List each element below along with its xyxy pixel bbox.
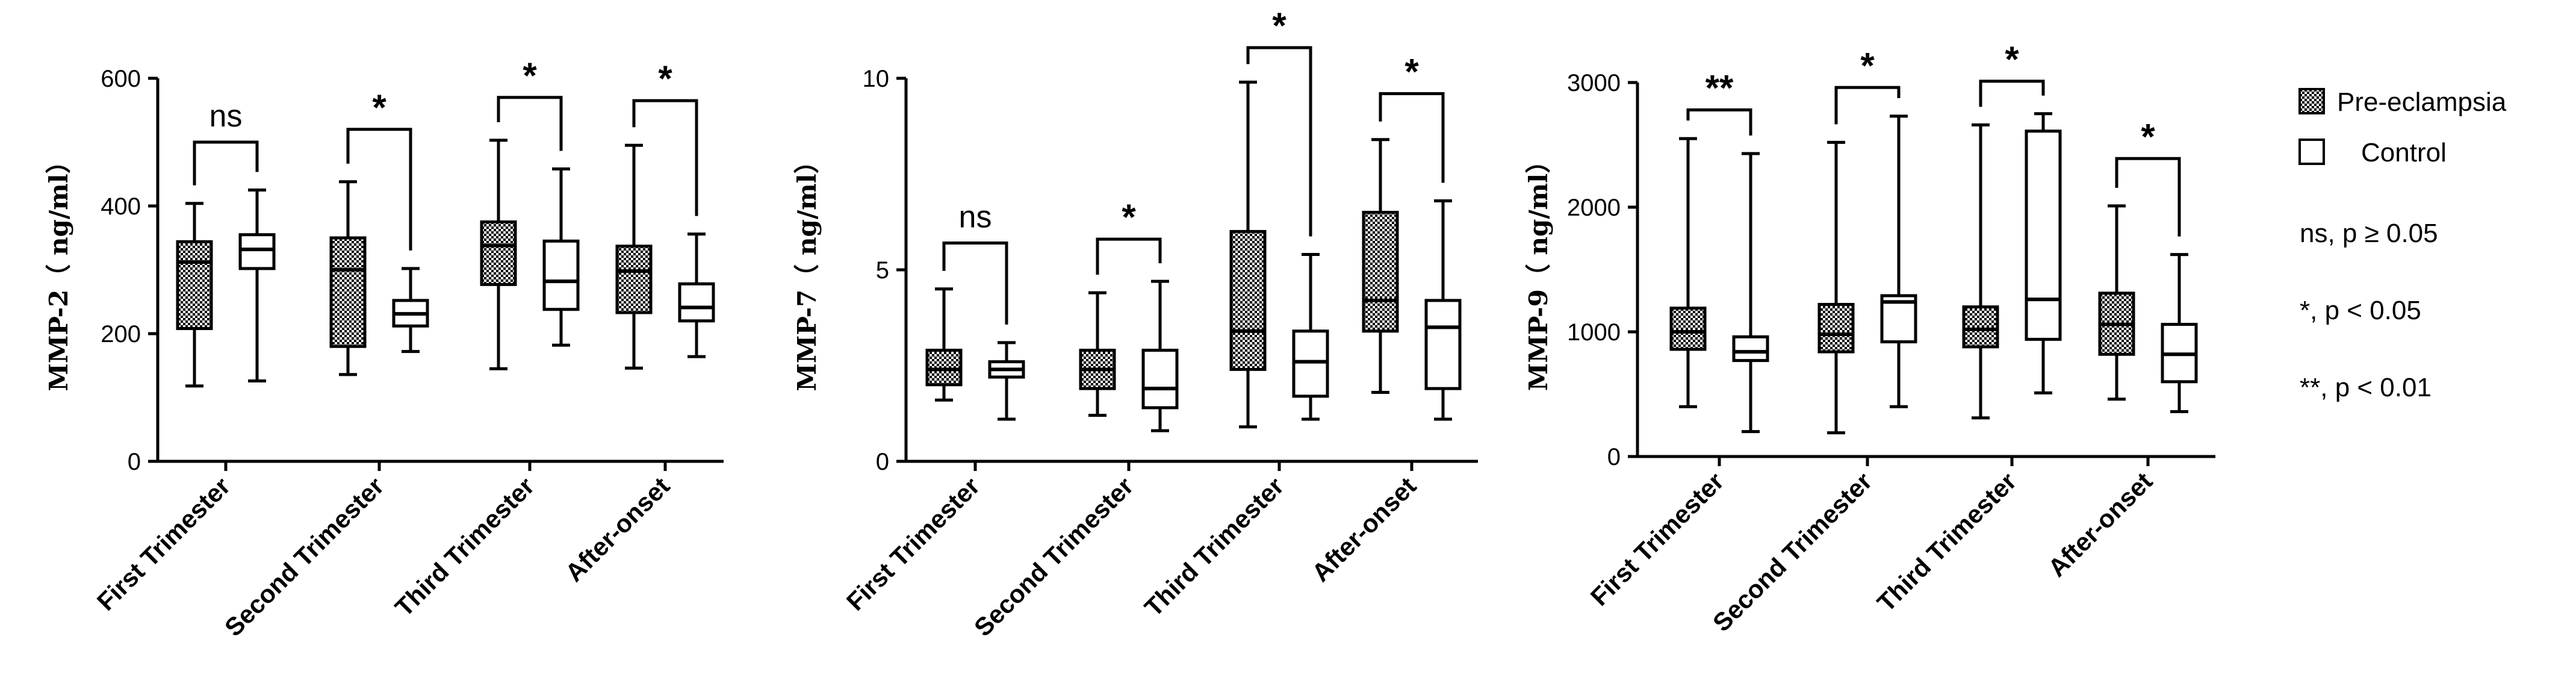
significance-bracket [346,128,412,251]
box-control [2025,129,2062,341]
significance-bracket [1979,79,2045,107]
chart-panel-1: 0 200 400 600 MMP-2（ ng/ml） First Trimester ns… [44,55,724,642]
box-control [1732,335,1769,363]
box-pre-eclampsia [1962,305,1999,349]
significance-label: * [2141,116,2155,157]
y-tick-label: 0 [128,449,141,475]
significance-bracket [497,96,563,151]
significance-bracket [2115,157,2181,237]
chart-panel-2: 0 5 10 MMP-7（ ng/ml） First Trimester ns Second… [792,5,1478,642]
box-pre-eclampsia [480,220,517,286]
y-tick-label: 400 [101,193,141,220]
significance-label: ** [1705,68,1734,108]
box-control [238,233,276,270]
significance-label: * [1860,45,1875,86]
box-pre-eclampsia [615,245,653,314]
x-tick-label: Second Trimester [969,472,1138,641]
significance-bracket [942,241,1008,325]
box-pre-eclampsia [1362,211,1399,333]
significance-bracket [193,140,259,185]
legend: Pre-eclampsia Control ns, p ≥ 0.05 *, p … [2298,87,2507,402]
x-tick-label: Third Trimester [390,472,539,622]
significance-bracket [1686,108,1752,136]
box-control [678,282,715,323]
significance-note-ns: ns, p ≥ 0.05 [2300,219,2438,248]
x-tick-label: Second Trimester [1707,467,1877,637]
significance-label: * [372,87,386,128]
legend-label-pre-eclampsia: Pre-eclampsia [2337,87,2507,117]
significance-label: * [1404,51,1419,92]
chart-panels: 0 200 400 600 MMP-2（ ng/ml） First Trimester ns… [44,5,2215,642]
box-pre-eclampsia [176,240,213,331]
box-pre-eclampsia [329,236,367,348]
significance-bracket [632,99,698,216]
significance-note-single: *, p < 0.05 [2300,296,2421,325]
box-control [1424,299,1462,390]
significance-bracket [1246,46,1312,237]
x-tick-label: Second Trimester [219,472,389,641]
y-tick-label: 0 [876,449,889,475]
significance-note-double: **, p < 0.01 [2300,373,2432,402]
y-tick-label: 0 [1607,444,1621,470]
y-tick-label: 600 [101,66,141,92]
significance-bracket [1379,92,1445,183]
significance-bracket [1834,86,1901,125]
x-tick-label: First Trimester [841,472,985,616]
y-tick-label: 200 [101,321,141,348]
x-tick-label: Third Trimester [1139,472,1289,622]
x-tick-label: First Trimester [92,472,236,616]
x-tick-label: Third Trimester [1872,467,2022,617]
y-tick-label: 5 [876,257,889,284]
legend-swatch-pre-eclampsia [2298,88,2325,114]
chart-panel-3: 0 1000 2000 3000 MMP-9（ ng/ml） First Trimeste… [1524,39,2215,637]
significance-label: * [1272,5,1286,46]
x-tick-label: First Trimester [1585,467,1730,611]
legend-swatch-control [2298,139,2325,165]
y-axis-title: MMP-9（ ng/ml） [1524,148,1553,391]
y-axis-title: MMP-7（ ng/ml） [792,148,822,391]
significance-label: * [2005,39,2019,79]
y-tick-label: 1000 [1567,319,1621,346]
y-tick-label: 3000 [1567,70,1621,96]
significance-label: ns [959,199,992,234]
x-tick-label: After-onset [560,472,675,587]
significance-bracket [1096,237,1162,275]
box-pre-eclampsia [1817,302,1855,354]
y-axis-title: MMP-2（ ng/ml） [44,148,73,391]
y-tick-label: 2000 [1567,195,1621,221]
box-control [542,239,580,311]
significance-label: ns [209,99,243,134]
x-tick-label: After-onset [2043,467,2158,582]
significance-label: * [658,58,672,99]
legend-label-control: Control [2361,138,2447,167]
box-pre-eclampsia [925,349,963,387]
box-control [1141,349,1179,410]
y-tick-label: 10 [863,66,890,92]
box-pre-eclampsia [1229,229,1267,371]
significance-label: * [523,55,537,96]
significance-label: * [1122,197,1136,237]
box-pre-eclampsia [1669,307,1707,351]
x-tick-label: After-onset [1306,472,1422,587]
box-control [1292,329,1329,398]
